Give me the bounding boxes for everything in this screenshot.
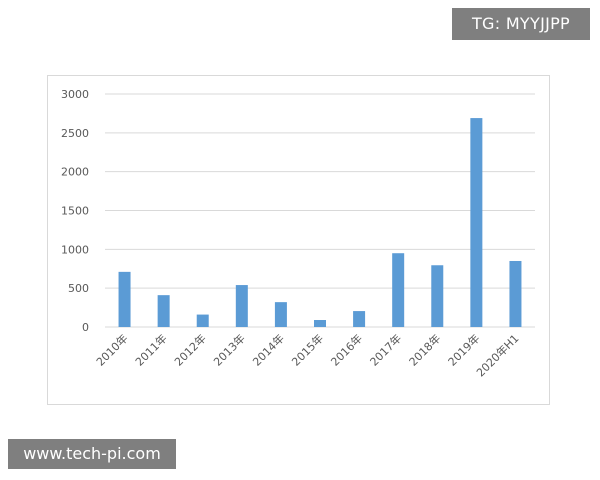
bar (470, 118, 483, 328)
bars (118, 118, 522, 328)
bar (118, 271, 131, 327)
x-axis-ticks: 2010年 2011年 2012年 2013年 2014年 2015年 2016年 2017年… (93, 331, 521, 379)
gridlines (105, 93, 535, 328)
x-tick-label: 2017年 (367, 331, 404, 368)
chart-area (47, 75, 550, 405)
x-tick-label: 2013年 (210, 331, 247, 368)
watermark-top: TG: MYYJJPP (452, 8, 590, 40)
x-tick-label: 2016年 (328, 331, 365, 368)
bar (157, 295, 170, 327)
x-tick-label: 2014年 (250, 331, 287, 368)
y-tick-label: 1000 (61, 243, 89, 256)
y-tick-label: 2000 (61, 166, 89, 179)
x-tick-label: 2011年 (132, 331, 169, 368)
bar (431, 265, 444, 327)
x-tick-label: 2015年 (289, 331, 326, 368)
y-tick-label: 1500 (61, 205, 89, 218)
y-axis-ticks: 0 500 1000 1500 2000 2500 3000 (61, 88, 89, 334)
bar (274, 302, 287, 327)
x-tick-label: 2019年 (445, 331, 482, 368)
bar (235, 285, 248, 327)
x-tick-label: 2020年H1 (473, 331, 521, 379)
y-tick-label: 2500 (61, 127, 89, 140)
x-tick-label: 2018年 (406, 331, 443, 368)
x-tick-label: 2010年 (93, 331, 130, 368)
bar (196, 314, 209, 327)
bar (314, 320, 326, 327)
x-tick-label: 2012年 (171, 331, 208, 368)
bar (392, 253, 405, 327)
y-tick-label: 0 (82, 321, 89, 334)
bar (353, 311, 366, 327)
watermark-bottom: www.tech-pi.com (8, 439, 176, 469)
y-tick-label: 500 (68, 282, 89, 295)
y-tick-label: 3000 (61, 88, 89, 101)
bar (509, 260, 522, 327)
